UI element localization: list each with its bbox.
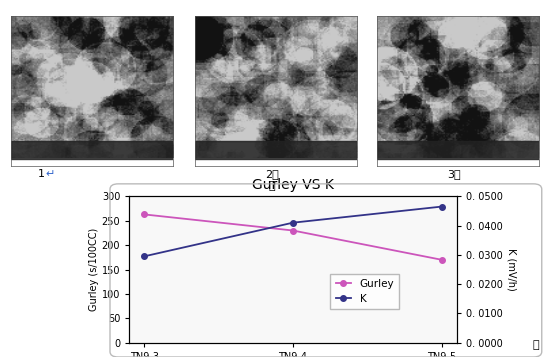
Text: ，: ， xyxy=(269,181,276,191)
Bar xyxy=(195,141,358,159)
Legend: Gurley, K: Gurley, K xyxy=(331,274,399,309)
Text: 3，: 3， xyxy=(447,169,460,179)
Text: ，: ， xyxy=(533,340,540,350)
Text: 2，: 2， xyxy=(265,169,279,179)
Title: Gurley VS K: Gurley VS K xyxy=(252,178,334,192)
Text: ↵: ↵ xyxy=(46,169,55,179)
Bar xyxy=(11,141,173,159)
Text: 1: 1 xyxy=(38,169,45,179)
Y-axis label: Gurley (s/100CC): Gurley (s/100CC) xyxy=(89,228,99,311)
Y-axis label: K (mV/h): K (mV/h) xyxy=(507,248,516,291)
Bar xyxy=(377,141,539,159)
